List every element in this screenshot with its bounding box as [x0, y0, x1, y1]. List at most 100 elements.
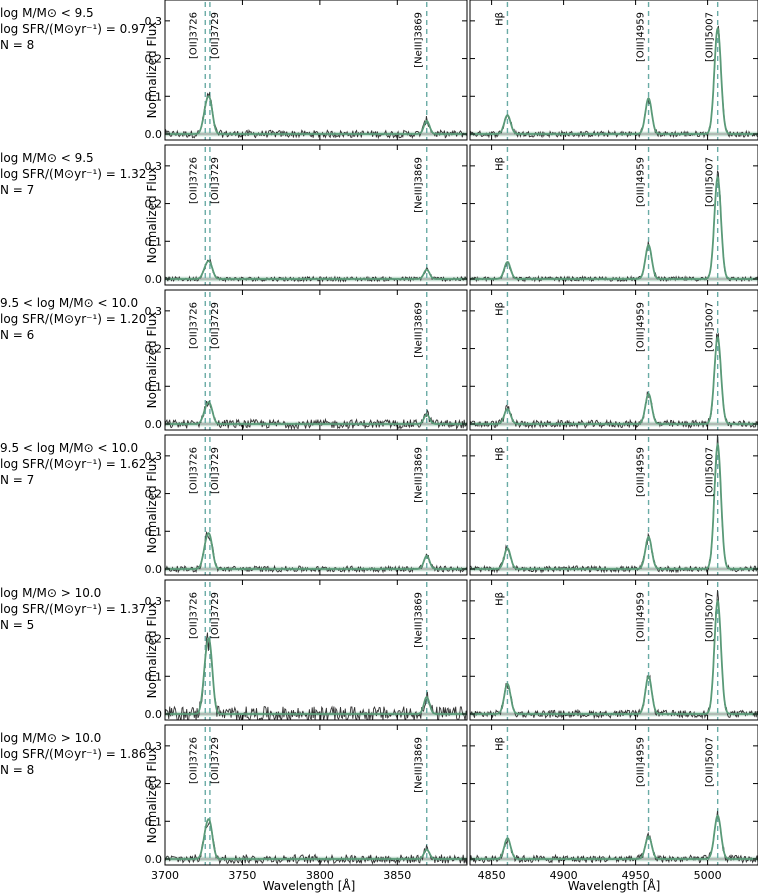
panel-frame: [469, 0, 758, 141]
line-label: [NeIII]3869: [414, 302, 425, 358]
x-tick-label: 4900: [550, 869, 578, 882]
panels: [OII]3726 [OII]3729 [NeIII]3869 0.0 0.1 0.2 0.…: [145, 0, 758, 882]
fit-model: [470, 26, 758, 135]
line-label: [OII]3726: [188, 12, 199, 59]
line-label: [OII]3726: [188, 737, 199, 784]
line-label: [OII]3729: [210, 737, 221, 784]
y-tick-label: 0.3: [145, 740, 163, 753]
fit-model: [165, 95, 467, 135]
y-tick-label: 0.0: [145, 418, 163, 431]
line-label: [NeIII]3869: [414, 12, 425, 68]
x-axis-label-right: Wavelength [Å]: [568, 878, 661, 893]
x-axis-label-left: Wavelength [Å]: [263, 878, 356, 893]
x-tick-label: 3750: [228, 869, 256, 882]
panel-label-line: log SFR/(M⊙yr⁻¹) = 1.37: [0, 602, 146, 616]
panel-left-5: [OII]3726 [OII]3729 [NeIII]3869 3700 3750 380…: [145, 724, 468, 882]
fit-model: [165, 637, 467, 715]
panel-label-line: log SFR/(M⊙yr⁻¹) = 1.62: [0, 457, 146, 471]
line-label: [OIII]5007: [705, 592, 716, 642]
line-label: Hβ: [494, 157, 505, 171]
y-tick-label: 0.0: [145, 853, 163, 866]
y-tick-label: 0.1: [145, 670, 163, 683]
line-label: [OII]3726: [188, 157, 199, 204]
y-tick-label: 0.1: [145, 90, 163, 103]
plot-area: [165, 582, 467, 720]
fit-model: [165, 401, 467, 425]
line-label: [NeIII]3869: [414, 592, 425, 648]
line-label: [OIII]4959: [636, 737, 647, 787]
panel-label-line: log M/M⊙ < 9.5: [0, 151, 94, 165]
panel-frame: [164, 724, 468, 866]
y-axis-label: Normalized Flux: [145, 312, 159, 409]
y-tick-label: 0.2: [145, 53, 163, 66]
line-label: Hβ: [494, 302, 505, 316]
y-tick-label: 0.3: [145, 15, 163, 28]
panel-label-line: 9.5 < log M/M⊙ < 10.0: [0, 296, 138, 310]
line-label: [OII]3729: [210, 592, 221, 639]
plot-area: [470, 2, 758, 140]
x-tick-label: 4850: [478, 869, 506, 882]
panel-left-1: [OII]3726 [OII]3729 [NeIII]3869 0.0 0.1 0.2 0.…: [145, 144, 468, 286]
panel-frame: [164, 289, 468, 431]
line-label: Hβ: [494, 447, 505, 461]
y-tick-label: 0.1: [145, 235, 163, 248]
plot-area: [165, 292, 467, 430]
y-tick-label: 0.2: [145, 198, 163, 211]
panel-label-line: N = 7: [0, 183, 34, 197]
panel-label-line: N = 7: [0, 473, 34, 487]
y-tick-label: 0.3: [145, 160, 163, 173]
panel-right-2: Hβ [OIII]4959 [OIII]5007: [469, 289, 758, 431]
y-tick-label: 0.1: [145, 815, 163, 828]
panel-left-2: [OII]3726 [OII]3729 [NeIII]3869 0.0 0.1 0.2 0.…: [145, 289, 468, 431]
y-axis-label: Normalized Flux: [145, 22, 159, 119]
fit-model: [165, 260, 467, 280]
fit-model: [470, 598, 758, 715]
line-label: [OII]3726: [188, 302, 199, 349]
panel-label-line: N = 5: [0, 618, 34, 632]
y-axis-label: Normalized Flux: [145, 167, 159, 264]
plot-area: [165, 727, 467, 865]
x-tick-label: 3800: [306, 869, 334, 882]
y-tick-label: 0.2: [145, 633, 163, 646]
panel-frame: [164, 579, 468, 721]
panel-frame: [469, 579, 758, 721]
plot-area: [470, 292, 758, 430]
panel-right-5: Hβ [OIII]4959 [OIII]5007 4850 4900 4950 5000: [469, 724, 758, 882]
panel-right-3: Hβ [OIII]4959 [OIII]5007: [469, 434, 758, 576]
y-axis-label: Normalized Flux: [145, 457, 159, 554]
y-tick-label: 0.2: [145, 488, 163, 501]
x-tick-label: 4950: [622, 869, 650, 882]
line-label: [NeIII]3869: [414, 157, 425, 213]
line-label: [OIII]5007: [705, 157, 716, 207]
line-label: Hβ: [494, 737, 505, 751]
fit-model: [470, 441, 758, 570]
fit-model: [165, 818, 467, 860]
panel-label-line: N = 8: [0, 38, 34, 52]
fit-model: [470, 335, 758, 425]
y-axis-label: Normalized Flux: [145, 602, 159, 699]
y-tick-label: 0.2: [145, 343, 163, 356]
y-tick-label: 0.0: [145, 128, 163, 141]
panel-right-4: Hβ [OIII]4959 [OIII]5007: [469, 579, 758, 721]
plot-area: [470, 582, 758, 720]
plot-area: [165, 147, 467, 285]
panel-right-0: Hβ [OIII]4959 [OIII]5007: [469, 0, 758, 141]
panel-label-line: log M/M⊙ > 10.0: [0, 731, 101, 745]
panel-frame: [164, 0, 468, 141]
y-tick-label: 0.0: [145, 708, 163, 721]
fit-model: [470, 175, 758, 280]
line-label: Hβ: [494, 12, 505, 26]
panel-labels: log M/M⊙ < 9.5 log SFR/(M⊙yr⁻¹) = 0.97 N =…: [0, 6, 146, 777]
plot-area: [470, 147, 758, 285]
panel-label-line: log SFR/(M⊙yr⁻¹) = 1.86: [0, 747, 146, 761]
panel-label-line: 9.5 < log M/M⊙ < 10.0: [0, 441, 138, 455]
line-label: [OIII]5007: [705, 447, 716, 497]
panel-frame: [164, 144, 468, 286]
y-tick-label: 0.1: [145, 525, 163, 538]
line-label: [OII]3729: [210, 302, 221, 349]
line-label: [OIII]5007: [705, 737, 716, 787]
panel-frame: [469, 724, 758, 866]
x-tick-label: 3700: [151, 869, 179, 882]
fit-model: [470, 814, 758, 860]
